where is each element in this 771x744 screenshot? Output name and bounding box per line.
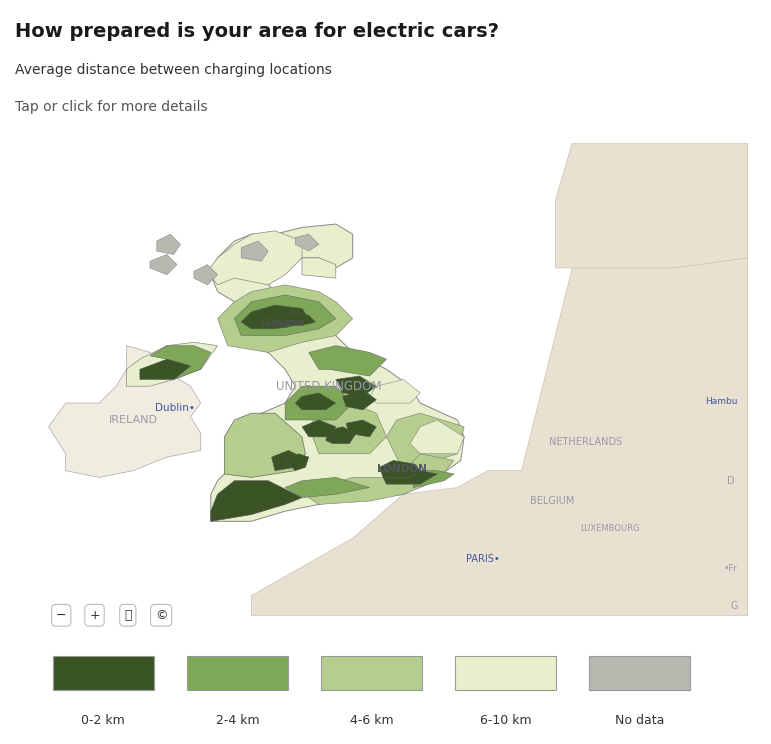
Polygon shape bbox=[285, 454, 308, 471]
Text: LONDON: LONDON bbox=[377, 464, 426, 474]
Polygon shape bbox=[150, 254, 177, 275]
Polygon shape bbox=[194, 265, 217, 285]
Polygon shape bbox=[369, 379, 420, 403]
Polygon shape bbox=[346, 420, 376, 437]
FancyBboxPatch shape bbox=[52, 656, 154, 690]
Text: LUXEMBOURG: LUXEMBOURG bbox=[580, 524, 639, 533]
Polygon shape bbox=[308, 346, 386, 376]
Polygon shape bbox=[241, 241, 268, 261]
Polygon shape bbox=[285, 478, 369, 498]
FancyBboxPatch shape bbox=[187, 656, 288, 690]
Polygon shape bbox=[207, 231, 302, 285]
Polygon shape bbox=[241, 305, 308, 329]
Polygon shape bbox=[308, 403, 386, 454]
Text: 6-10 km: 6-10 km bbox=[480, 714, 531, 727]
Polygon shape bbox=[379, 461, 420, 478]
Text: D: D bbox=[727, 475, 734, 486]
Polygon shape bbox=[285, 386, 352, 420]
Text: 4-6 km: 4-6 km bbox=[350, 714, 393, 727]
Text: ⌕: ⌕ bbox=[124, 609, 132, 622]
Text: +: + bbox=[89, 609, 99, 622]
Polygon shape bbox=[210, 481, 302, 522]
Text: Average distance between charging locations: Average distance between charging locati… bbox=[15, 63, 332, 77]
Polygon shape bbox=[217, 285, 352, 353]
Polygon shape bbox=[336, 376, 376, 397]
Polygon shape bbox=[555, 143, 748, 268]
Text: •Fr: •Fr bbox=[724, 564, 738, 573]
Polygon shape bbox=[383, 471, 437, 484]
Text: G: G bbox=[730, 600, 738, 611]
Text: BELGIUM: BELGIUM bbox=[530, 496, 574, 506]
Polygon shape bbox=[413, 471, 454, 487]
Polygon shape bbox=[325, 427, 356, 443]
Polygon shape bbox=[210, 224, 464, 522]
FancyBboxPatch shape bbox=[455, 656, 557, 690]
Polygon shape bbox=[308, 454, 454, 504]
Polygon shape bbox=[386, 413, 464, 471]
Polygon shape bbox=[271, 450, 302, 471]
Polygon shape bbox=[295, 393, 336, 410]
Text: PARIS•: PARIS• bbox=[466, 554, 500, 565]
Text: IRELAND: IRELAND bbox=[109, 415, 157, 425]
Polygon shape bbox=[234, 295, 336, 336]
Text: NETHERLANDS: NETHERLANDS bbox=[549, 437, 622, 447]
Polygon shape bbox=[224, 413, 305, 478]
Polygon shape bbox=[157, 234, 180, 254]
Polygon shape bbox=[302, 258, 336, 278]
Polygon shape bbox=[251, 143, 748, 616]
Text: 2-4 km: 2-4 km bbox=[216, 714, 259, 727]
Polygon shape bbox=[126, 342, 217, 386]
Polygon shape bbox=[410, 420, 464, 454]
Polygon shape bbox=[302, 420, 336, 437]
Text: 0-2 km: 0-2 km bbox=[82, 714, 125, 727]
Polygon shape bbox=[278, 312, 315, 325]
Text: Tap or click for more details: Tap or click for more details bbox=[15, 100, 208, 115]
Text: Glasgow: Glasgow bbox=[261, 318, 305, 328]
Text: No data: No data bbox=[615, 714, 665, 727]
Text: How prepared is your area for electric cars?: How prepared is your area for electric c… bbox=[15, 22, 500, 42]
Polygon shape bbox=[49, 346, 200, 478]
FancyBboxPatch shape bbox=[589, 656, 690, 690]
Text: Hambu: Hambu bbox=[705, 397, 738, 406]
Text: −: − bbox=[56, 609, 66, 622]
Text: UNITED KINGDOM: UNITED KINGDOM bbox=[276, 379, 382, 393]
Polygon shape bbox=[342, 390, 376, 410]
Polygon shape bbox=[295, 234, 319, 251]
Polygon shape bbox=[150, 346, 210, 379]
Text: Dublin•: Dublin• bbox=[155, 403, 194, 413]
Polygon shape bbox=[140, 359, 190, 379]
Text: ©: © bbox=[155, 609, 167, 622]
FancyBboxPatch shape bbox=[321, 656, 423, 690]
